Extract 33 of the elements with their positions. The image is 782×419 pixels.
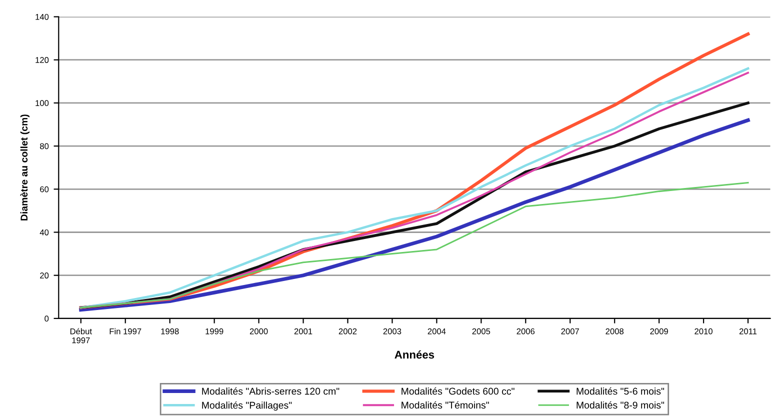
- x-tick-label: 2009: [650, 328, 668, 334]
- x-tick-label: 2006: [516, 328, 535, 334]
- legend-label: Modalités "Godets 600 cc": [402, 387, 514, 395]
- y-tick-label: 120: [36, 57, 49, 63]
- x-tick-label: Début 1997: [70, 328, 92, 344]
- legend-label: Modalités "8-9 mois": [576, 401, 664, 409]
- x-tick-label: 2011: [739, 328, 757, 334]
- y-tick-label: 20: [40, 272, 49, 278]
- y-tick-label: 80: [40, 143, 49, 150]
- x-tick-label: 1999: [206, 328, 224, 334]
- x-tick-label: 2007: [561, 328, 579, 334]
- y-tick-label: 100: [36, 100, 49, 106]
- legend-label: Modalités "Paillages": [202, 401, 292, 411]
- y-tick-label: 0: [44, 316, 49, 322]
- x-tick-label: 2000: [250, 328, 268, 334]
- x-tick-label: Fin 1997: [110, 328, 142, 334]
- legend-label: Modalités "Témoins": [402, 401, 489, 409]
- x-tick-label: 1998: [161, 328, 179, 334]
- x-tick-label: 2008: [606, 328, 624, 334]
- legend-label: Modalités "Abris-serres 120 cm": [202, 387, 340, 395]
- legend-label: Modalités "5-6 mois": [576, 387, 664, 395]
- x-tick-label: 2002: [338, 328, 357, 334]
- y-axis-title: Diamètre au collet (cm): [20, 114, 30, 220]
- x-tick-label: 2010: [694, 328, 712, 334]
- y-tick-label: 40: [40, 229, 49, 236]
- x-tick-label: 2005: [472, 328, 490, 334]
- y-tick-label: 60: [40, 186, 49, 192]
- y-tick-label: 140: [36, 14, 49, 20]
- x-tick-label: 2003: [383, 328, 402, 334]
- x-axis-title: Années: [394, 350, 434, 359]
- x-tick-label: 2004: [428, 328, 446, 334]
- x-tick-label: 2001: [294, 328, 312, 334]
- line-series: [80, 182, 749, 308]
